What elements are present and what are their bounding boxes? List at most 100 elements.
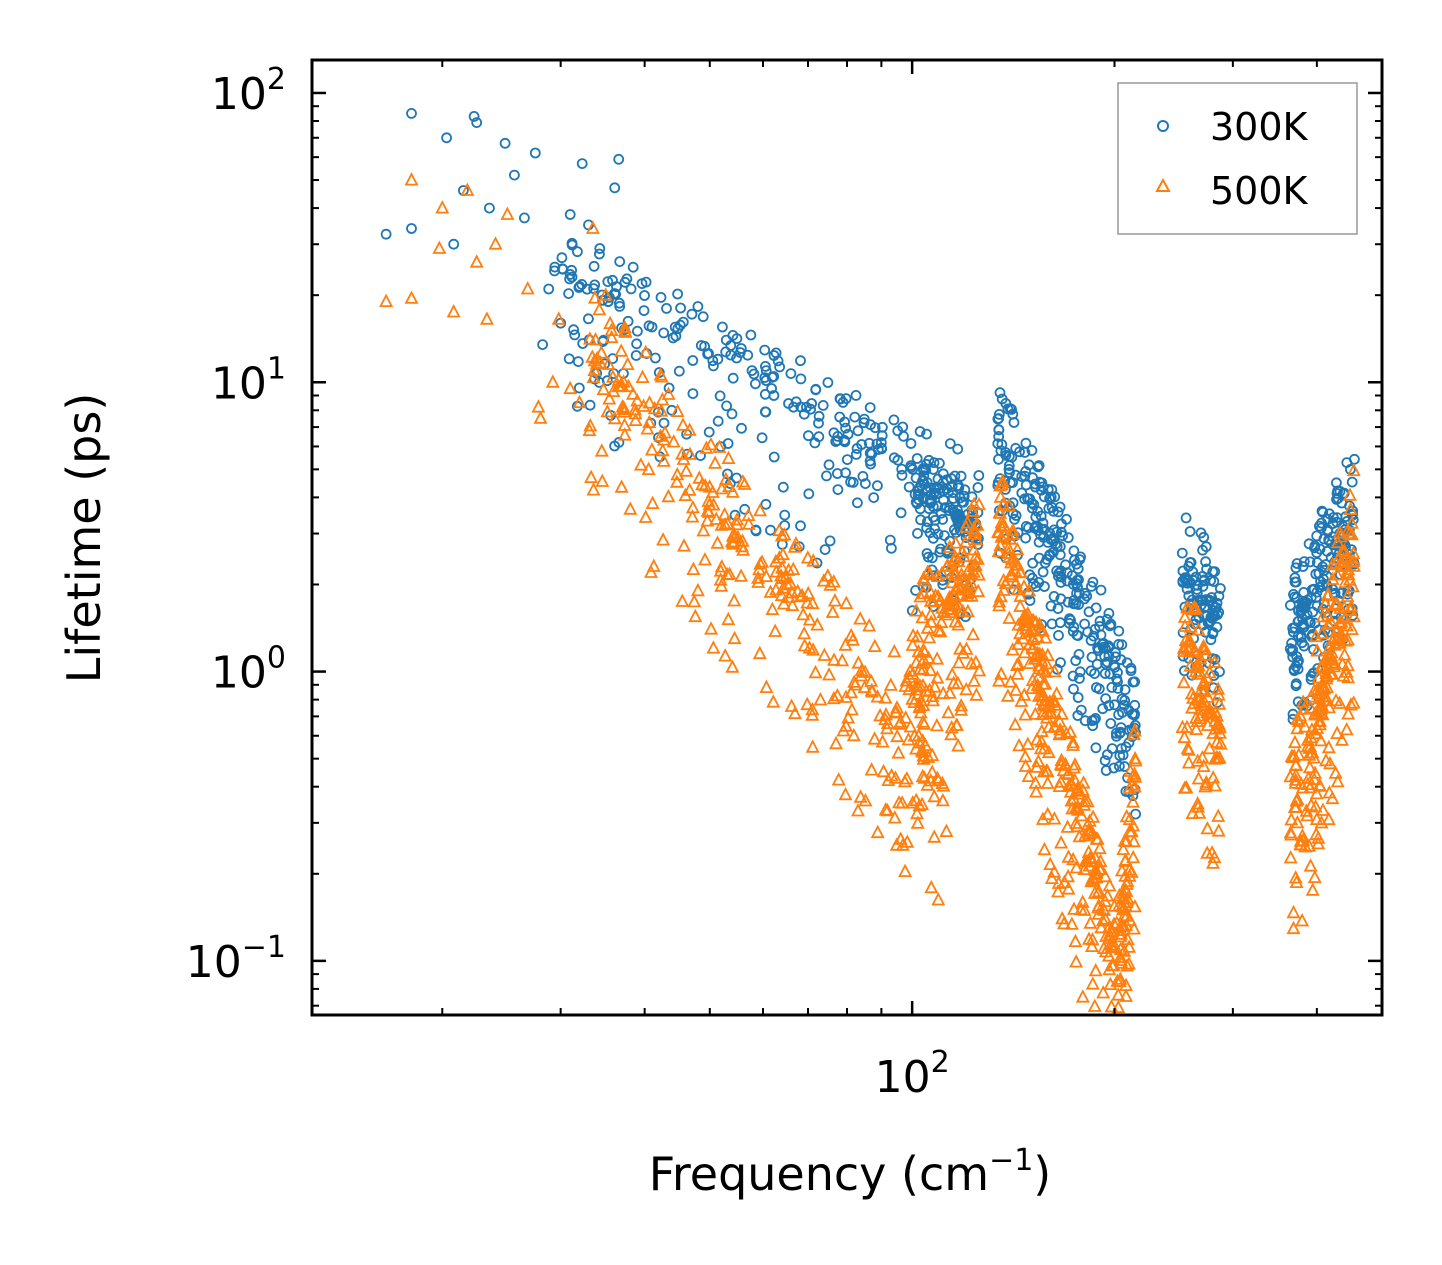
data-point (853, 789, 868, 803)
data-point (1330, 596, 1345, 610)
data-point (1005, 526, 1020, 540)
data-point (876, 763, 891, 778)
data-point (922, 551, 934, 563)
data-point (759, 568, 774, 582)
data-point (1315, 609, 1330, 623)
data-point (656, 532, 671, 546)
data-point (1331, 534, 1343, 545)
data-point (557, 263, 569, 275)
data-point (1074, 673, 1085, 684)
data-point (1203, 596, 1215, 607)
data-point (1099, 651, 1111, 662)
data-point (872, 480, 883, 492)
data-point (888, 452, 900, 464)
data-point (1176, 640, 1191, 654)
data-point (1116, 639, 1128, 651)
data-point (864, 673, 879, 687)
series-500k-points (379, 172, 1361, 1014)
data-point (1004, 566, 1019, 580)
data-point (712, 415, 724, 427)
data-point (639, 290, 650, 301)
data-point (880, 802, 895, 817)
data-point (614, 343, 629, 357)
data-point (1207, 654, 1222, 668)
data-point (951, 738, 966, 752)
data-point (910, 815, 925, 829)
data-point (1305, 882, 1320, 896)
data-point (1074, 807, 1089, 822)
data-point (1288, 772, 1303, 786)
data-point (714, 559, 729, 573)
data-point (642, 395, 657, 409)
data-point (1336, 668, 1351, 682)
data-point (1325, 556, 1340, 571)
data-point (1344, 526, 1359, 541)
data-point (907, 694, 922, 708)
data-point (1177, 577, 1189, 588)
data-point (844, 684, 859, 699)
data-point (994, 666, 1009, 680)
data-point (1311, 557, 1323, 568)
data-point (1060, 559, 1071, 571)
data-point (1194, 681, 1209, 696)
data-point (1187, 574, 1198, 586)
data-point (602, 276, 614, 288)
data-point (1109, 699, 1120, 711)
data-point (1211, 808, 1226, 822)
data-point (777, 527, 792, 541)
data-point (766, 383, 777, 394)
data-point (969, 531, 984, 546)
data-point (870, 689, 885, 703)
data-point (1177, 565, 1189, 577)
data-point (1002, 610, 1017, 624)
data-point (1322, 646, 1337, 660)
data-point (745, 329, 757, 341)
data-point (915, 514, 926, 526)
data-point (751, 574, 766, 588)
data-point (994, 387, 1006, 399)
data-point (1020, 532, 1031, 544)
data-point (784, 698, 799, 712)
data-point (1056, 571, 1067, 583)
data-point (595, 473, 610, 487)
data-point (955, 470, 967, 482)
data-point (1290, 562, 1302, 574)
data-point (1341, 706, 1356, 720)
data-point (1127, 779, 1142, 793)
data-point (1344, 554, 1359, 568)
data-point (601, 356, 616, 370)
data-point (617, 417, 632, 431)
data-point (1043, 705, 1058, 719)
data-point (1313, 732, 1328, 747)
data-point (768, 350, 780, 361)
data-point (1114, 728, 1125, 739)
data-point (1207, 627, 1219, 638)
data-point (722, 478, 737, 493)
data-point (1303, 615, 1315, 627)
data-point (1290, 720, 1305, 735)
data-point (468, 111, 480, 122)
data-point (1043, 856, 1058, 870)
data-point (1202, 740, 1217, 755)
data-point (602, 296, 614, 307)
data-point (666, 434, 681, 448)
data-point (993, 588, 1008, 603)
data-point (1006, 451, 1018, 463)
data-point (839, 416, 850, 428)
data-point (714, 517, 729, 531)
data-point (759, 388, 771, 400)
data-point (931, 481, 943, 493)
data-point (1184, 526, 1196, 537)
data-point (931, 772, 946, 787)
data-point (1177, 729, 1192, 744)
data-point (892, 716, 907, 730)
data-point (1035, 510, 1047, 522)
data-point (931, 622, 946, 636)
data-point (805, 701, 820, 716)
data-point (1020, 437, 1032, 449)
data-point (1074, 554, 1086, 565)
data-point (566, 237, 578, 249)
data-point (912, 485, 924, 497)
data-point (1212, 609, 1223, 621)
data-point (930, 568, 945, 582)
